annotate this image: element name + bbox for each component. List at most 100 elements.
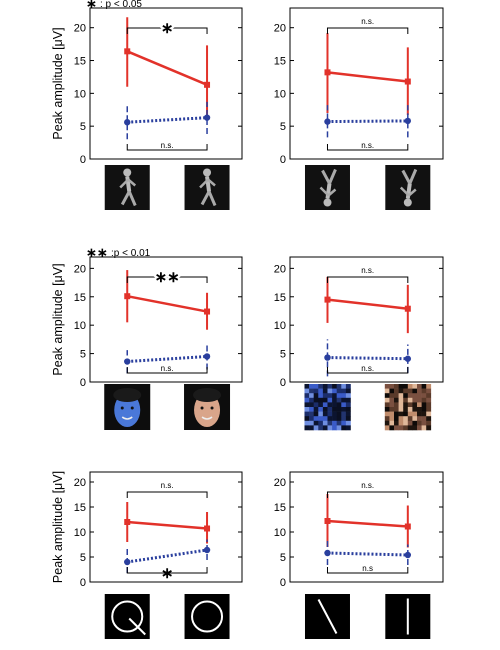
y-tick-label: 10 (274, 88, 286, 100)
scramble-cell (318, 397, 324, 403)
scramble-cell (398, 397, 404, 403)
scramble-cell (394, 388, 399, 394)
scramble-cell (389, 407, 395, 412)
scramble-cell (398, 388, 404, 394)
scramble-cell (318, 425, 324, 431)
scramble-cell (313, 416, 319, 422)
bracket-line (126, 567, 208, 574)
scramble-cell (336, 393, 342, 399)
series-line (127, 520, 208, 530)
scramble-cell (394, 420, 399, 426)
series-line (327, 356, 408, 361)
series-line (126, 50, 208, 86)
y-tick-label: 20 (274, 477, 286, 489)
significance-stars: ∗ (86, 0, 97, 11)
scramble-cell (332, 393, 337, 399)
scramble-cell (403, 384, 409, 389)
scramble-cell (412, 388, 418, 394)
series-red (324, 32, 411, 116)
scramble-cell (407, 388, 413, 394)
series-line (127, 294, 208, 313)
scramble-cell (345, 384, 351, 389)
scramble-cell (398, 402, 404, 408)
scramble-cell (304, 402, 310, 408)
body-figure-icon (119, 168, 137, 207)
y-tick-label: 15 (274, 56, 286, 68)
significance-label: n.s. (161, 141, 174, 150)
scramble-cell (318, 411, 324, 417)
scramble-cell (394, 397, 399, 403)
scramble-cell (389, 393, 395, 399)
significance-label: n.s. (361, 266, 374, 275)
scramble-cell (327, 393, 333, 399)
scramble-cell (412, 425, 418, 431)
data-point (124, 48, 131, 55)
stimulus-oblique-line-icon (304, 594, 350, 639)
y-tick-label: 15 (74, 292, 86, 304)
scramble-cell (309, 420, 314, 426)
y-tick-label: 0 (280, 377, 286, 389)
scramble-cell (345, 416, 351, 422)
scramble-cell (403, 407, 409, 412)
series-blue (124, 343, 211, 374)
scramble-cell (322, 416, 328, 422)
scramble-cell (417, 388, 422, 394)
stimulus-inverted-body-1-icon (304, 165, 350, 210)
scramble-cell (327, 416, 333, 422)
scramble-cell (394, 407, 399, 412)
scramble-cell (412, 411, 418, 417)
scramble-cell (318, 393, 324, 399)
significance-bracket-top: n.s. (326, 481, 409, 498)
tail-shape (128, 617, 146, 636)
scramble-cell (332, 411, 337, 417)
data-point (404, 117, 412, 125)
scramble-cell (421, 425, 427, 431)
scramble-cell (304, 388, 310, 394)
scramble-cell (336, 397, 342, 403)
significance-bracket-bottom: n.s (326, 564, 409, 574)
data-point (324, 296, 331, 303)
scramble-cell (318, 388, 324, 394)
data-point (204, 81, 211, 88)
data-point (124, 519, 131, 525)
scramble-cell (384, 388, 390, 394)
bracket-line (326, 567, 409, 574)
scramble-cell (384, 384, 390, 389)
scramble-cell (421, 407, 427, 412)
data-point (404, 551, 412, 559)
data-point (203, 353, 211, 360)
scramble-cell (327, 402, 333, 408)
head-shape (123, 168, 132, 177)
scramble-cell (421, 384, 427, 389)
y-tick-label: 5 (80, 349, 86, 361)
scramble-cell (309, 393, 314, 399)
scramble-cell (309, 388, 314, 394)
significance-label: n.s. (361, 141, 374, 150)
scramble-cell (412, 416, 418, 422)
bracket-line (126, 367, 208, 374)
scramble-cell (322, 407, 328, 412)
scramble-cell (336, 384, 342, 389)
scramble-cell (341, 416, 347, 422)
scramble-cell (341, 407, 347, 412)
y-tick-label: 5 (280, 121, 286, 133)
scramble-cell (394, 402, 399, 408)
scramble-cell (313, 425, 319, 431)
scramble-cell (426, 416, 432, 422)
scramble-cell (389, 388, 395, 394)
scramble-cell (332, 402, 337, 408)
scramble-cell (327, 420, 333, 426)
scramble-cell (384, 420, 390, 426)
significance-label: n.s. (361, 481, 374, 490)
y-tick-label: 0 (80, 377, 86, 389)
scramble-cell (389, 420, 395, 426)
y-tick-label: 0 (80, 154, 86, 166)
scramble-cell (426, 388, 432, 394)
stimulus-natural-face-icon (184, 384, 231, 430)
y-axis-label: Peak amplitude [μV] (51, 471, 65, 583)
plot-frame (289, 256, 444, 383)
bracket-line (126, 27, 208, 34)
stimulus-upright-body-2-icon (184, 165, 230, 210)
scramble-cell (398, 393, 404, 399)
